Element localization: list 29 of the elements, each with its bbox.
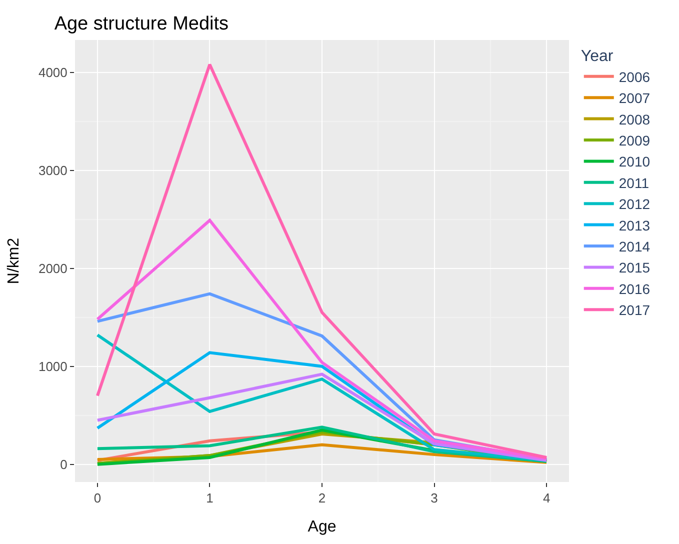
legend-label: 2011	[618, 174, 650, 191]
x-tick-label: 3	[430, 490, 438, 506]
y-tick-label: 3000	[38, 162, 68, 178]
chart-title: Age structure Medits	[54, 14, 229, 35]
legend-label: 2010	[618, 154, 650, 170]
legend-label: 2009	[618, 132, 650, 148]
y-tick-label: 2000	[38, 260, 68, 276]
y-tick-label: 0	[60, 456, 68, 472]
legend-title: Year	[580, 48, 614, 65]
legend-label: 2017	[618, 302, 650, 318]
x-tick-label: 1	[206, 490, 214, 506]
legend-label: 2015	[618, 260, 650, 276]
line-series	[96, 63, 548, 459]
legend-label: 2016	[618, 280, 650, 297]
legend-label: 2012	[618, 196, 650, 212]
legend-label: 2013	[618, 217, 650, 234]
y-tick-label: 1000	[38, 358, 68, 374]
legend-label: 2014	[618, 238, 650, 254]
y-tick-label: 4000	[38, 64, 68, 80]
line-series	[96, 218, 548, 460]
y-axis-title: N/km2	[5, 238, 22, 284]
x-tick-label: 2	[318, 490, 326, 506]
x-tick-label: 4	[542, 490, 550, 506]
x-tick-label: 0	[94, 490, 102, 506]
legend-label: 2007	[618, 90, 650, 106]
line-series	[96, 372, 548, 462]
legend-label: 2008	[618, 111, 650, 128]
legend-label: 2006	[618, 68, 650, 85]
x-axis-title: Age	[308, 518, 336, 536]
